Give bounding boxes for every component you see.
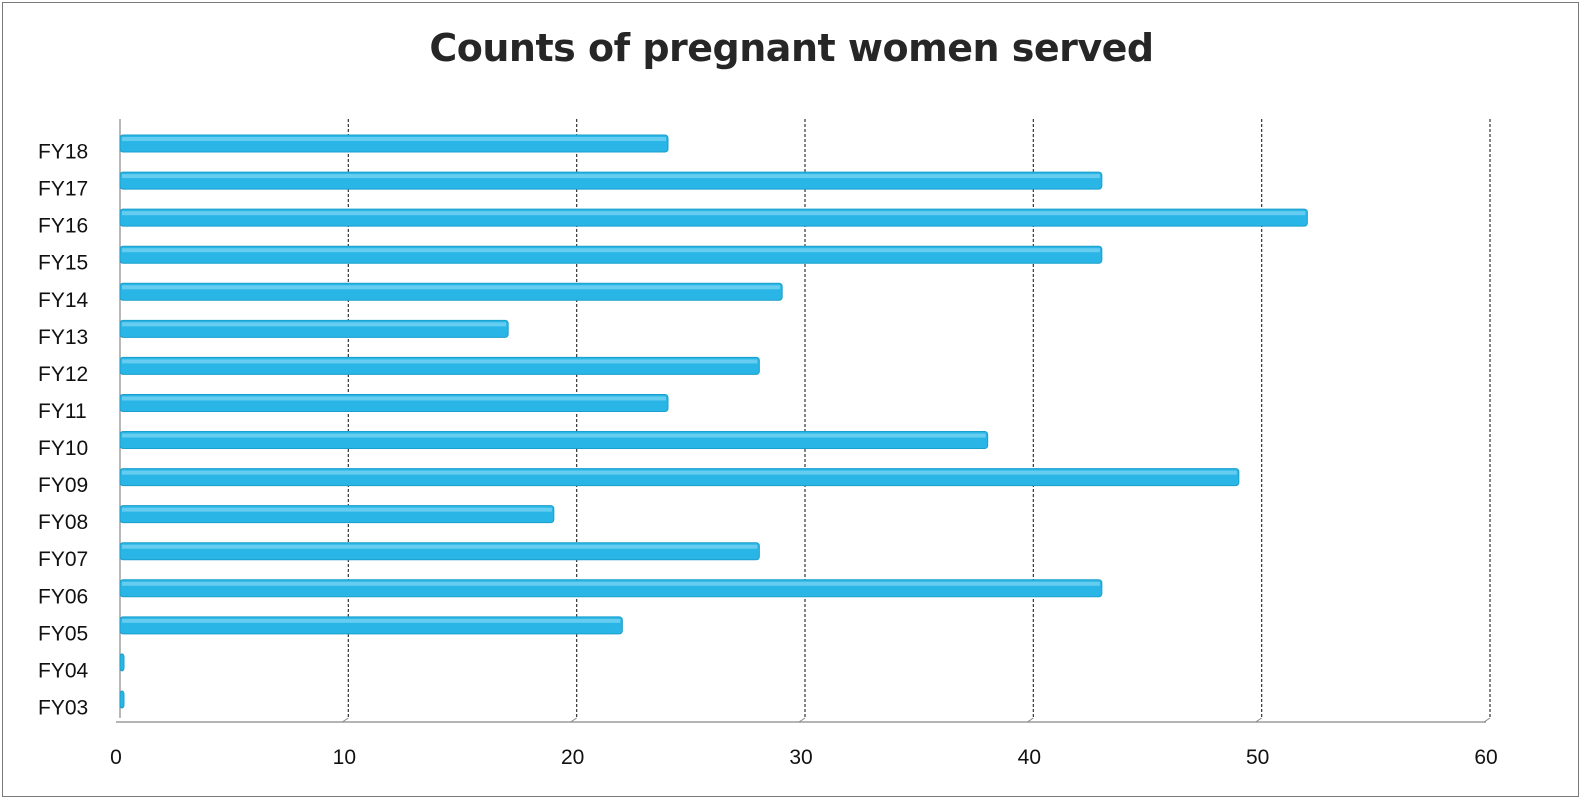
y-category-label: FY06 xyxy=(38,585,88,608)
y-category-label: FY04 xyxy=(38,659,89,682)
x-tick-label: 0 xyxy=(110,746,122,769)
bar-highlight xyxy=(122,618,621,623)
tick-mark-10 xyxy=(342,717,349,723)
tick-mark-50 xyxy=(1255,717,1262,723)
y-category-label: FY13 xyxy=(38,326,88,349)
bar-highlight xyxy=(122,322,507,327)
bar-FY16 xyxy=(119,208,1308,227)
labels: 0 10 20 30 40 50 60 FY18 FY17 FY16 FY15 FY14 FY13 FY1… xyxy=(38,141,1498,769)
bar-FY11 xyxy=(119,393,669,412)
y-category-label: FY05 xyxy=(38,622,88,645)
x-tick-label: 20 xyxy=(561,746,584,769)
tick-mark-40 xyxy=(1027,717,1034,723)
bar-body xyxy=(119,690,125,709)
chart-title: Counts of pregnant women served xyxy=(429,26,1154,70)
bar-FY09 xyxy=(119,468,1240,487)
tick-mark-20 xyxy=(570,717,577,723)
y-category-label: FY12 xyxy=(38,363,88,386)
y-category-label: FY18 xyxy=(38,141,88,164)
bar-FY14 xyxy=(119,282,783,301)
bar-highlight xyxy=(122,285,781,290)
bar-FY03 xyxy=(119,690,125,709)
bar-highlight xyxy=(122,433,986,438)
bar-highlight xyxy=(122,544,758,549)
y-category-label: FY03 xyxy=(38,696,88,719)
x-tick-label: 60 xyxy=(1474,746,1497,769)
bar-FY08 xyxy=(119,505,555,524)
bar-highlight xyxy=(122,359,758,364)
bar-body xyxy=(119,653,125,672)
y-category-label: FY16 xyxy=(38,215,88,238)
bar-highlight xyxy=(122,396,666,401)
bar-FY05 xyxy=(119,616,623,635)
y-category-label: FY14 xyxy=(38,289,89,312)
bar-highlight xyxy=(122,581,1100,586)
y-category-label: FY15 xyxy=(38,252,88,275)
bar-FY13 xyxy=(119,319,509,338)
bar-FY15 xyxy=(119,245,1103,264)
bar-highlight xyxy=(122,137,666,142)
bar-FY12 xyxy=(119,356,760,375)
bar-FY07 xyxy=(119,542,760,561)
bar-highlight xyxy=(122,470,1237,475)
bar-highlight xyxy=(122,174,1100,179)
bars xyxy=(119,134,1308,709)
x-tick-label: 50 xyxy=(1246,746,1269,769)
y-category-label: FY07 xyxy=(38,548,88,571)
tick-mark-30 xyxy=(798,717,806,723)
x-tick-label: 30 xyxy=(789,746,812,769)
bar-FY18 xyxy=(119,134,669,153)
y-category-label: FY09 xyxy=(38,474,88,497)
bar-highlight xyxy=(122,211,1306,216)
bar-FY17 xyxy=(119,171,1103,190)
bar-highlight xyxy=(122,507,552,512)
bar-FY04 xyxy=(119,653,125,672)
y-category-label: FY10 xyxy=(38,437,88,460)
x-tick-label: 10 xyxy=(333,746,356,769)
bar-FY06 xyxy=(119,579,1103,598)
x-tick-label: 40 xyxy=(1018,746,1041,769)
y-category-label: FY17 xyxy=(38,178,88,201)
tick-mark-60 xyxy=(1483,717,1491,723)
bar-highlight xyxy=(122,248,1100,253)
y-category-label: FY08 xyxy=(38,511,88,534)
y-category-label: FY11 xyxy=(38,400,87,423)
bar-FY10 xyxy=(119,431,989,450)
